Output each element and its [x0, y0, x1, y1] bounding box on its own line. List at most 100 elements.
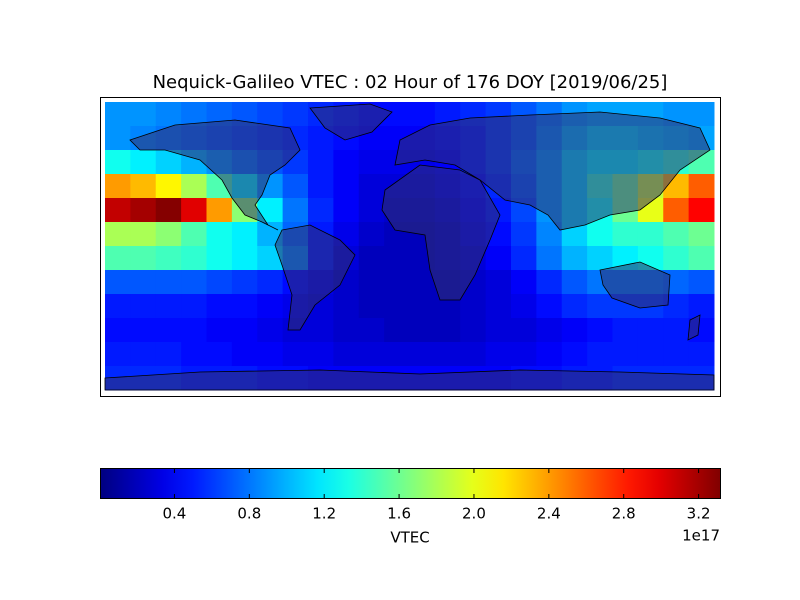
cell	[130, 342, 157, 367]
cell	[358, 198, 385, 223]
cell	[384, 246, 410, 271]
cell	[485, 342, 512, 367]
cell	[333, 294, 360, 319]
cell	[434, 318, 461, 343]
cell	[231, 342, 258, 367]
cell	[206, 270, 233, 295]
coastlines	[104, 103, 715, 391]
cell	[358, 174, 385, 199]
cell	[511, 294, 537, 319]
cell	[333, 198, 360, 223]
cell	[358, 246, 385, 271]
cell	[587, 318, 613, 343]
cell	[308, 318, 334, 343]
cell	[434, 342, 461, 367]
cell	[155, 294, 182, 319]
cell	[105, 150, 131, 175]
cell	[105, 294, 131, 319]
cell	[485, 270, 512, 295]
cell	[155, 102, 182, 127]
cell	[587, 246, 613, 271]
cell	[257, 270, 284, 295]
cell	[460, 342, 487, 367]
cell	[130, 246, 157, 271]
cell	[333, 174, 360, 199]
cell	[130, 102, 157, 127]
cell	[358, 294, 385, 319]
cell	[663, 198, 690, 223]
cell	[206, 222, 233, 247]
cell	[130, 294, 157, 319]
cell	[105, 270, 131, 295]
cell	[663, 246, 690, 271]
cell	[460, 318, 487, 343]
cell	[688, 342, 715, 367]
cell	[105, 222, 131, 247]
cell	[511, 246, 537, 271]
cell	[231, 270, 258, 295]
cell	[637, 318, 664, 343]
cell	[130, 198, 157, 223]
colorbar-tick-label: 3.2	[687, 505, 711, 523]
cell	[612, 222, 639, 247]
cell	[561, 294, 588, 319]
cell	[282, 174, 309, 199]
cell	[409, 102, 436, 127]
cell	[536, 246, 563, 271]
cell	[587, 294, 613, 319]
cell	[130, 222, 157, 247]
cell	[536, 270, 563, 295]
cell	[358, 222, 385, 247]
cell	[688, 222, 715, 247]
cell	[257, 318, 284, 343]
cell	[105, 102, 131, 127]
cell	[308, 198, 334, 223]
cell	[358, 150, 385, 175]
cell	[105, 246, 131, 271]
cell	[155, 318, 182, 343]
cell	[181, 270, 207, 295]
cell	[105, 342, 131, 367]
cell	[105, 318, 131, 343]
cell	[206, 318, 233, 343]
cell	[155, 174, 182, 199]
cell	[333, 342, 360, 367]
cell	[206, 294, 233, 319]
cell	[511, 222, 537, 247]
colorbar-tick-label: 1.2	[312, 505, 336, 523]
cell	[155, 246, 182, 271]
cell	[155, 342, 182, 367]
colorbar-offset: 1e17	[682, 527, 720, 545]
cell	[308, 150, 334, 175]
cell	[663, 222, 690, 247]
cell	[688, 246, 715, 271]
cell	[282, 102, 309, 127]
cell	[688, 174, 715, 199]
cell	[231, 294, 258, 319]
colorbar-tick-label: 1.6	[387, 505, 411, 523]
cell	[587, 222, 613, 247]
cell	[384, 318, 410, 343]
cell	[257, 342, 284, 367]
cell	[688, 198, 715, 223]
cell	[333, 318, 360, 343]
cell	[181, 174, 207, 199]
cell	[105, 198, 131, 223]
cell	[308, 342, 334, 367]
cell	[155, 222, 182, 247]
cell	[409, 294, 436, 319]
cell	[308, 174, 334, 199]
cell	[181, 222, 207, 247]
cell	[130, 270, 157, 295]
cell	[384, 342, 410, 367]
cell	[181, 294, 207, 319]
cell	[206, 246, 233, 271]
colorbar-tick-label: 2.8	[612, 505, 636, 523]
cell	[561, 342, 588, 367]
cell	[485, 318, 512, 343]
cell	[231, 222, 258, 247]
cell	[561, 246, 588, 271]
cell	[155, 270, 182, 295]
cell	[409, 342, 436, 367]
